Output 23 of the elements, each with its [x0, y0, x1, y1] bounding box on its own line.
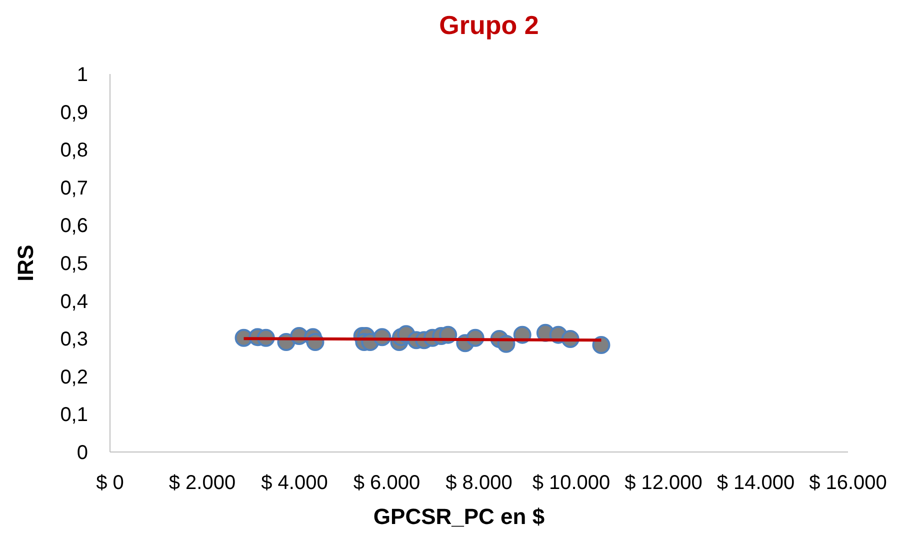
x-tick-label: $ 14.000: [716, 472, 795, 494]
y-tick-label: 0,6: [60, 215, 88, 238]
x-tick-label: $ 8.000: [446, 472, 512, 494]
y-tick-label: 0,8: [60, 140, 88, 162]
x-tick-label: $ 12.000: [624, 472, 702, 494]
y-tick-label: 0,9: [60, 102, 88, 124]
y-tick-label: 0,3: [60, 328, 88, 351]
x-tick-label: $ 4.000: [261, 472, 328, 494]
y-tick-label: 1: [76, 64, 88, 86]
chart-title: Grupo 2: [439, 10, 539, 40]
y-tick-label: 0,2: [60, 366, 88, 388]
y-tick-label: 0,5: [60, 253, 88, 275]
y-axis-title: IRS: [13, 244, 38, 282]
x-axis-title: GPCSR_PC en $: [373, 504, 545, 529]
y-tick-label: 0,4: [60, 290, 88, 313]
x-tick-label: $ 0: [96, 472, 124, 494]
x-tick-label: $ 10.000: [532, 472, 610, 494]
x-tick-label: $ 16.000: [809, 472, 887, 494]
y-tick-label: 0: [76, 442, 88, 464]
y-tick-label: 0,1: [60, 404, 88, 426]
x-tick-label: $ 2.000: [168, 472, 236, 494]
x-tick-label: $ 6.000: [353, 472, 420, 494]
y-tick-label: 0,7: [60, 177, 88, 200]
